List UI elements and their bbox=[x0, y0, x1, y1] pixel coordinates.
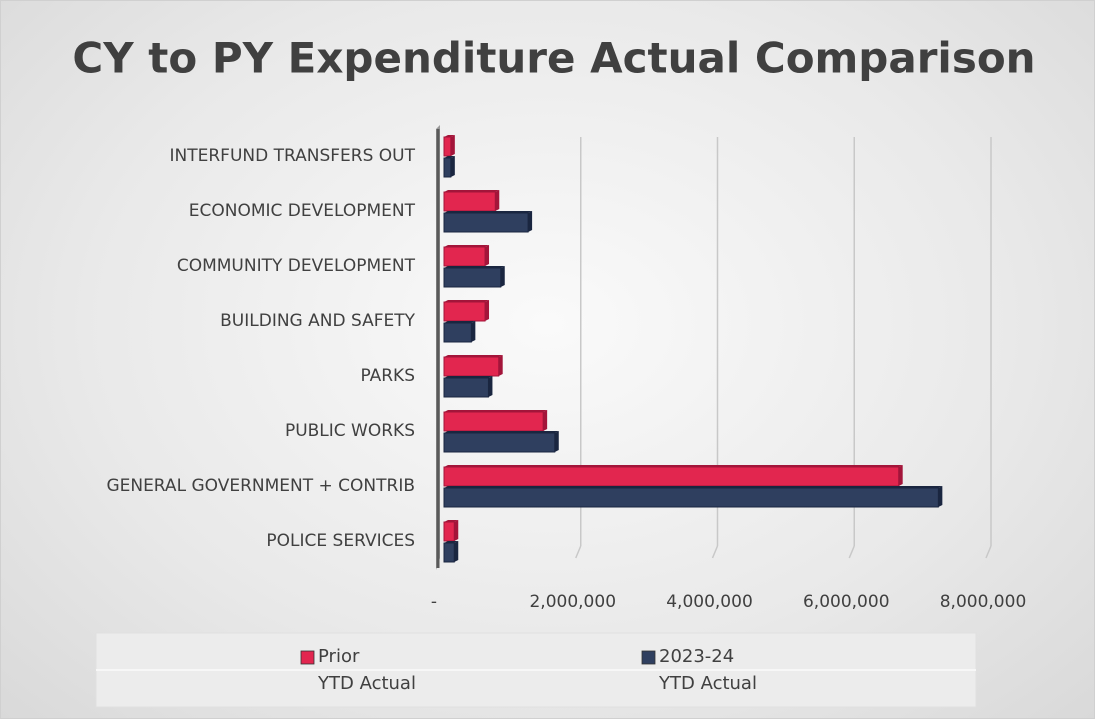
bar-side bbox=[498, 355, 503, 376]
bar bbox=[443, 246, 486, 267]
grid-line-foot bbox=[985, 545, 992, 559]
grid-line-foot bbox=[711, 545, 719, 559]
category-label: PUBLIC WORKS bbox=[285, 421, 415, 441]
bar-side bbox=[554, 431, 559, 452]
bar bbox=[443, 487, 939, 508]
bar-side bbox=[454, 541, 459, 562]
bar bbox=[443, 191, 496, 212]
x-tick-label: 4,000,000 bbox=[666, 592, 753, 612]
bar bbox=[443, 356, 500, 377]
bar bbox=[443, 521, 455, 542]
bar-side bbox=[485, 300, 490, 321]
bar-side bbox=[938, 486, 943, 507]
category-label: COMMUNITY DEVELOPMENT bbox=[177, 256, 416, 276]
legend-label: 2023-24 YTD Actual bbox=[659, 646, 757, 694]
bar bbox=[443, 322, 472, 343]
category-label: ECONOMIC DEVELOPMENT bbox=[189, 201, 416, 221]
bar bbox=[443, 432, 556, 453]
bar-side bbox=[528, 211, 533, 232]
legend-swatch bbox=[300, 650, 315, 665]
bar-side bbox=[898, 465, 903, 486]
x-tick-label: 6,000,000 bbox=[803, 592, 890, 612]
bar-side bbox=[500, 266, 505, 287]
bar-side bbox=[454, 520, 459, 541]
bar bbox=[443, 157, 452, 178]
bar-side bbox=[488, 376, 493, 397]
bar bbox=[443, 542, 455, 563]
bar bbox=[443, 466, 900, 487]
category-label: BUILDING AND SAFETY bbox=[220, 311, 415, 331]
bar bbox=[443, 267, 502, 288]
legend-label: Prior YTD Actual bbox=[318, 646, 416, 694]
grid-line-foot bbox=[575, 545, 582, 559]
bar bbox=[443, 301, 486, 322]
bar-side bbox=[450, 135, 455, 156]
category-label: INTERFUND TRANSFERS OUT bbox=[170, 146, 416, 166]
bar-side bbox=[450, 156, 455, 177]
category-label: POLICE SERVICES bbox=[266, 531, 415, 551]
legend-swatch bbox=[641, 650, 656, 665]
bar-side bbox=[495, 190, 500, 211]
bar-side bbox=[485, 245, 490, 266]
bar bbox=[443, 411, 544, 432]
chart-title: CY to PY Expenditure Actual Comparison bbox=[72, 34, 1035, 83]
bar-side bbox=[543, 410, 548, 431]
category-label: PARKS bbox=[360, 366, 415, 386]
grid-line-foot bbox=[848, 545, 855, 559]
x-tick-label: - bbox=[431, 592, 437, 612]
bar bbox=[443, 212, 529, 233]
bar bbox=[443, 377, 489, 398]
x-tick-label: 2,000,000 bbox=[529, 592, 616, 612]
x-tick-label: 8,000,000 bbox=[940, 592, 1027, 612]
bar bbox=[443, 136, 452, 157]
category-label: GENERAL GOVERNMENT + CONTRIB bbox=[106, 476, 415, 496]
bar-side bbox=[471, 321, 476, 342]
